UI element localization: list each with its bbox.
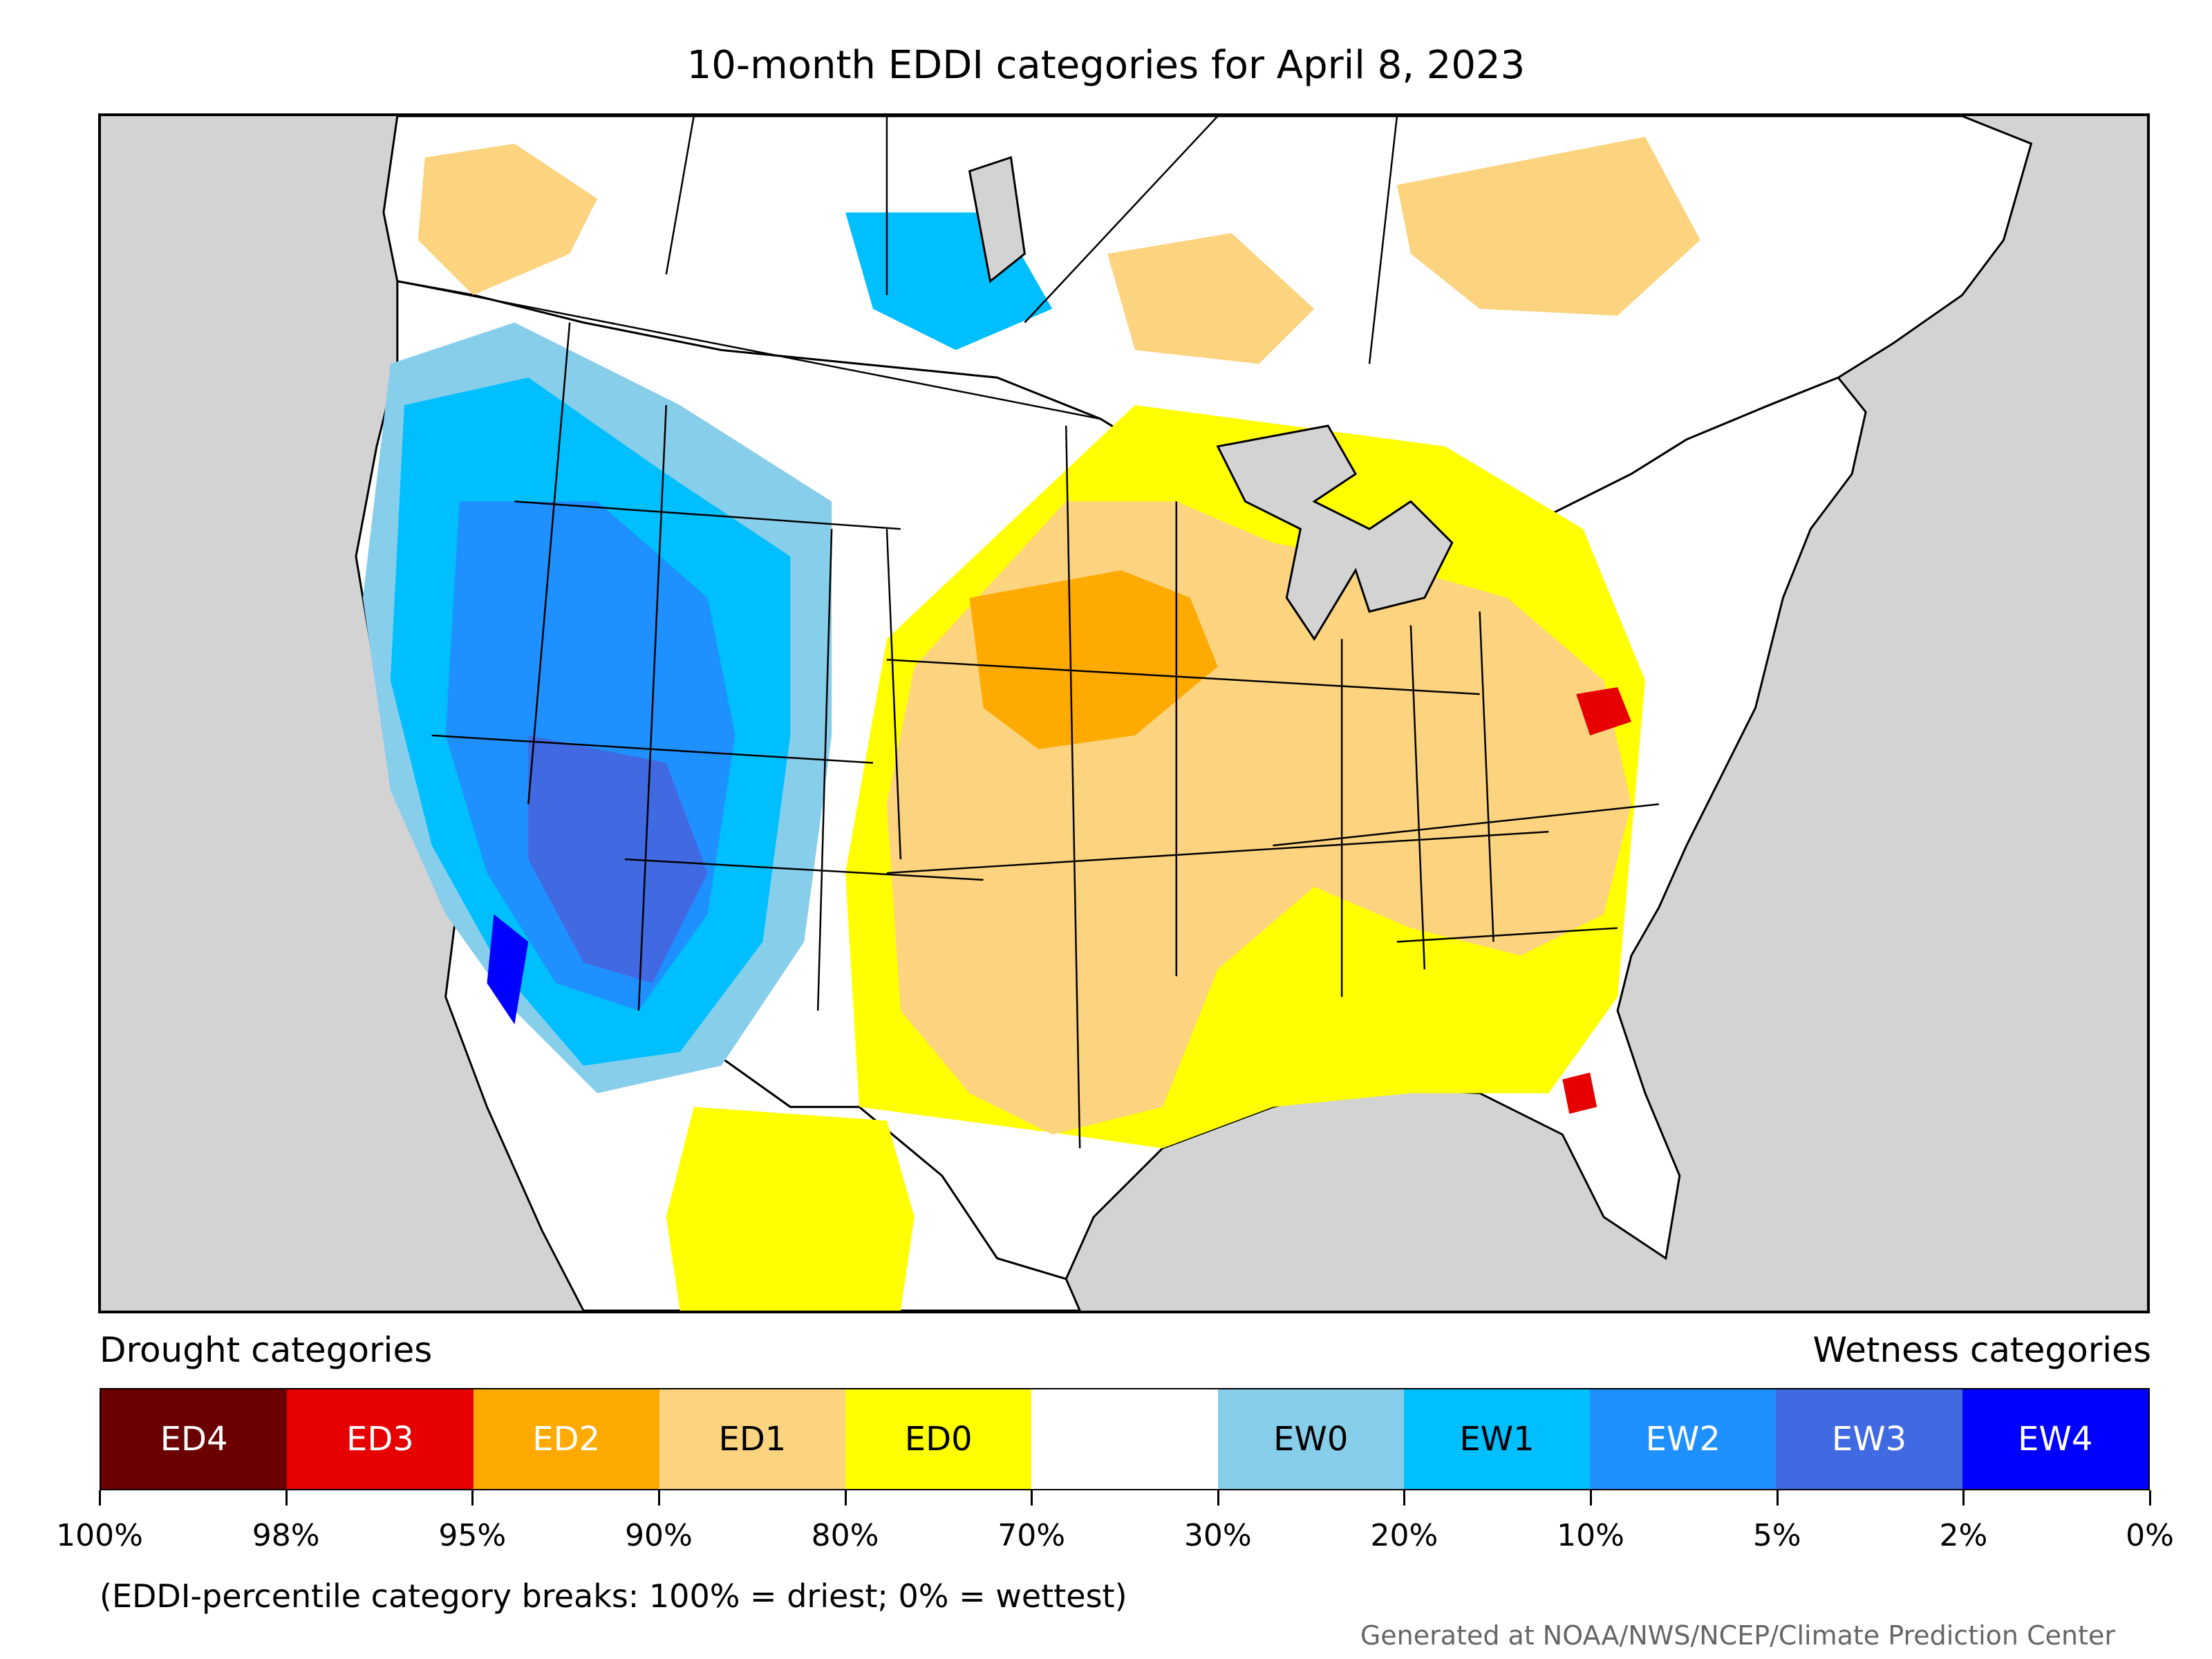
great-lakes: [1216, 424, 1454, 641]
tick-label: 2%: [1939, 1518, 1988, 1553]
tick-mark: [1776, 1490, 1779, 1506]
colorbar-cell-ed0: ED0: [845, 1389, 1032, 1489]
map-canvas: [355, 116, 2033, 1311]
category-breaks-note: (EDDI-percentile category breaks: 100% =…: [100, 1577, 1127, 1615]
colorbar-cell-ew3: EW3: [1776, 1389, 1962, 1489]
tick-mark: [99, 1490, 101, 1506]
drought-ed2-nebraska: [969, 570, 1218, 749]
tick-label: 95%: [438, 1518, 507, 1553]
tick-mark: [471, 1490, 474, 1506]
eddi-map: [98, 113, 2150, 1313]
tick-label: 90%: [625, 1518, 693, 1553]
colorbar-cell-ed2: ED2: [473, 1389, 659, 1489]
tick-label: 80%: [811, 1518, 879, 1553]
tick-mark: [1217, 1490, 1219, 1506]
hudson-bay: [968, 156, 1026, 283]
drought-ed1-quebec: [1396, 136, 1700, 316]
tick-label: 10%: [1557, 1518, 1624, 1553]
tick-label: 5%: [1752, 1518, 1801, 1553]
tick-mark: [1962, 1490, 1965, 1506]
tick-label: 100%: [56, 1518, 143, 1553]
drought-ed3-virginia: [1576, 687, 1632, 735]
map-title: 10-month EDDI categories for April 8, 20…: [686, 43, 1526, 88]
wetness-categories-heading: Wetness categories: [1812, 1330, 2151, 1370]
wetness-ew4-baja: [487, 914, 529, 1024]
category-colorbar: ED4 ED3 ED2 ED1 ED0 EW0 EW1 EW2 EW3 EW4: [100, 1388, 2150, 1490]
drought-categories-heading: Drought categories: [100, 1330, 433, 1370]
colorbar-cell-ed1: ED1: [659, 1389, 846, 1489]
tick-mark: [285, 1490, 288, 1506]
colorbar-cell-ed3: ED3: [287, 1389, 474, 1489]
wetness-ew3-southwest: [528, 735, 708, 984]
drought-ed1-ontario: [1107, 233, 1315, 364]
colorbar-cell-ew4: EW4: [1962, 1389, 2148, 1489]
colorbar-cell-ew0: EW0: [1217, 1389, 1404, 1489]
tick-label: 0%: [2126, 1518, 2174, 1553]
drought-ed0-mexico: [666, 1107, 915, 1311]
boundary-lines: [397, 116, 1660, 1149]
drought-ed3-florida: [1562, 1072, 1597, 1114]
colorbar-cell-ew1: EW1: [1403, 1389, 1591, 1489]
tick-label: 30%: [1183, 1518, 1252, 1553]
drought-ed1-bc: [418, 143, 598, 295]
tick-mark: [2149, 1490, 2151, 1506]
tick-label: 98%: [252, 1518, 320, 1553]
credit-text: Generated at NOAA/NWS/NCEP/Climate Predi…: [1360, 1620, 2115, 1651]
tick-mark: [1403, 1490, 1406, 1506]
tick-mark: [1031, 1490, 1033, 1506]
tick-label: 70%: [997, 1518, 1066, 1553]
tick-mark: [1590, 1490, 1593, 1506]
colorbar-cell-normal: [1031, 1389, 1218, 1489]
colorbar-cell-ew2: EW2: [1590, 1389, 1777, 1489]
percentile-ticks: 100% 98% 95% 90% 80% 70% 30% 20% 10% 5% 2% 0%: [56, 1490, 2174, 1553]
tick-label: 20%: [1370, 1518, 1438, 1553]
colorbar-cell-ed4: ED4: [101, 1389, 288, 1489]
tick-mark: [844, 1490, 847, 1506]
tick-mark: [657, 1490, 660, 1506]
